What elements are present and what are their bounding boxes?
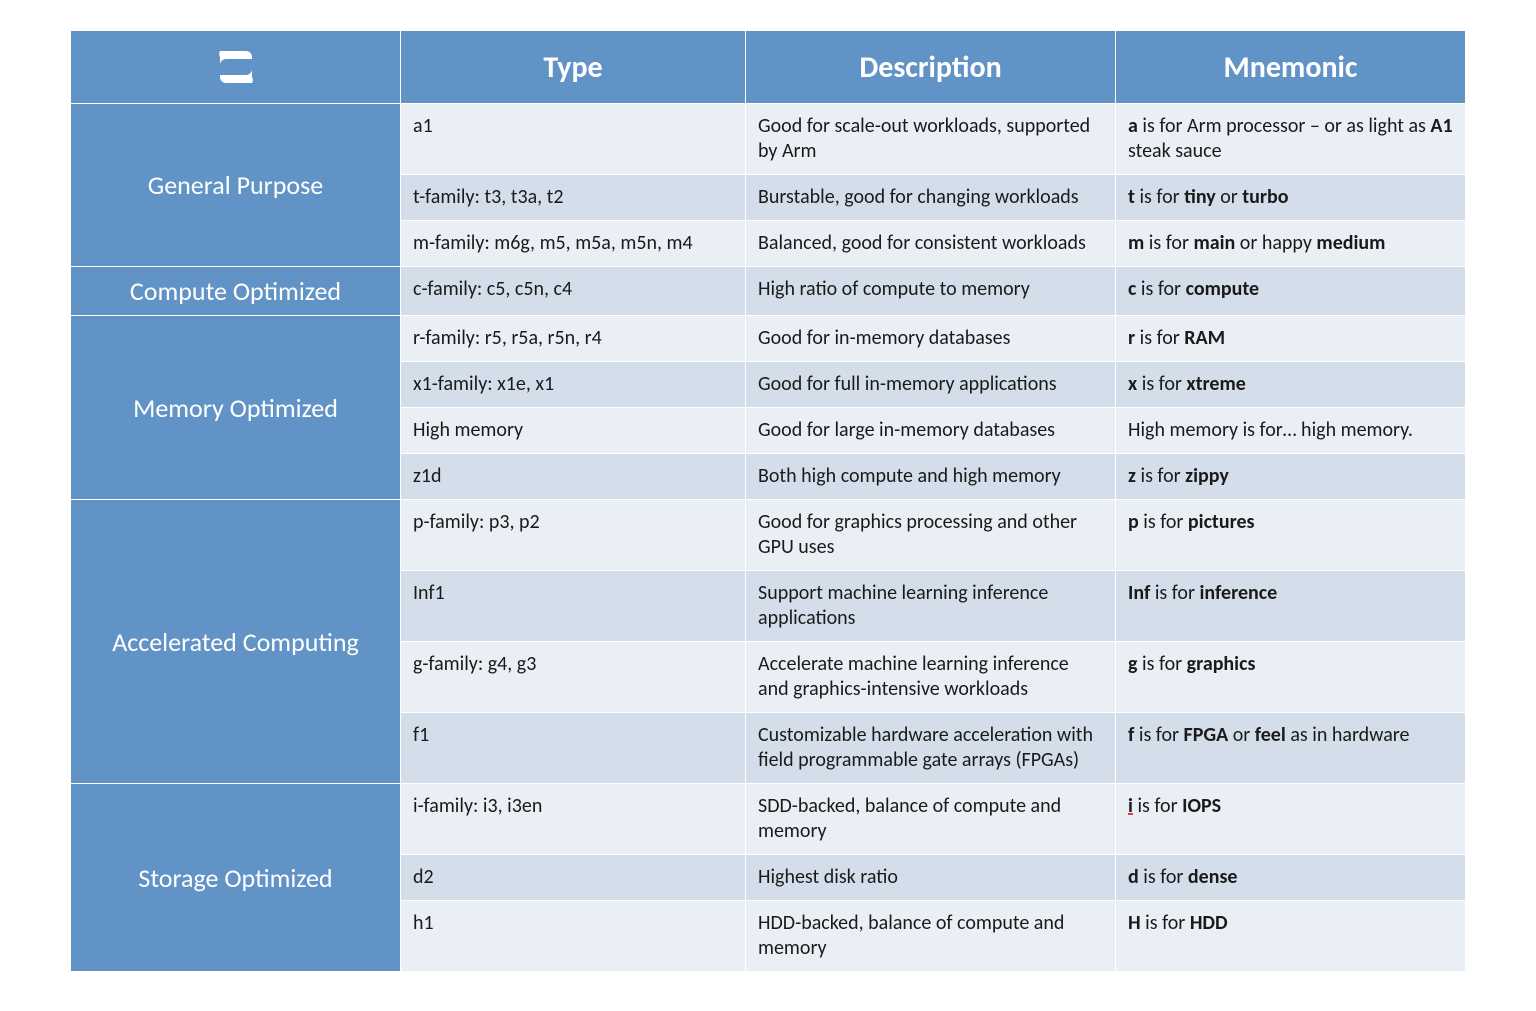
table-row: Compute Optimizedc-family: c5, c5n, c4Hi… (71, 267, 1466, 316)
type-cell: p-family: p3, p2 (401, 500, 746, 571)
mnemonic-cell: i is for IOPS (1116, 784, 1466, 855)
table-header-row: Type Description Mnemonic (71, 31, 1466, 104)
description-cell: Good for large in-memory databases (746, 408, 1116, 454)
type-cell: g-family: g4, g3 (401, 642, 746, 713)
description-cell: Good for scale-out workloads, supported … (746, 104, 1116, 175)
category-cell: Storage Optimized (71, 784, 401, 972)
description-cell: Both high compute and high memory (746, 454, 1116, 500)
category-cell: General Purpose (71, 104, 401, 267)
mnemonic-cell: c is for compute (1116, 267, 1466, 316)
description-cell: Accelerate machine learning inference an… (746, 642, 1116, 713)
mnemonic-cell: High memory is for… high memory. (1116, 408, 1466, 454)
description-cell: Customizable hardware acceleration with … (746, 713, 1116, 784)
type-cell: r-family: r5, r5a, r5n, r4 (401, 316, 746, 362)
col-header-description: Description (746, 31, 1116, 104)
type-cell: Inf1 (401, 571, 746, 642)
mnemonic-cell: Inf is for inference (1116, 571, 1466, 642)
logo-cell (71, 31, 401, 104)
mnemonic-cell: x is for xtreme (1116, 362, 1466, 408)
type-cell: x1-family: x1e, x1 (401, 362, 746, 408)
brand-logo-icon (206, 45, 266, 89)
mnemonic-cell: H is for HDD (1116, 901, 1466, 972)
mnemonic-cell: f is for FPGA or feel as in hardware (1116, 713, 1466, 784)
description-cell: Good for full in-memory applications (746, 362, 1116, 408)
type-cell: f1 (401, 713, 746, 784)
description-cell: HDD-backed, balance of compute and memor… (746, 901, 1116, 972)
col-header-type: Type (401, 31, 746, 104)
mnemonic-cell: p is for pictures (1116, 500, 1466, 571)
mnemonic-cell: d is for dense (1116, 855, 1466, 901)
type-cell: t-family: t3, t3a, t2 (401, 175, 746, 221)
category-cell: Accelerated Computing (71, 500, 401, 784)
description-cell: Balanced, good for consistent workloads (746, 221, 1116, 267)
type-cell: m-family: m6g, m5, m5a, m5n, m4 (401, 221, 746, 267)
mnemonic-cell: z is for zippy (1116, 454, 1466, 500)
mnemonic-cell: m is for main or happy medium (1116, 221, 1466, 267)
description-cell: Burstable, good for changing workloads (746, 175, 1116, 221)
mnemonic-cell: a is for Arm processor – or as light as … (1116, 104, 1466, 175)
description-cell: Highest disk ratio (746, 855, 1116, 901)
type-cell: h1 (401, 901, 746, 972)
description-cell: Good for graphics processing and other G… (746, 500, 1116, 571)
description-cell: Good for in-memory databases (746, 316, 1116, 362)
table-row: Accelerated Computingp-family: p3, p2Goo… (71, 500, 1466, 571)
type-cell: High memory (401, 408, 746, 454)
mnemonic-cell: g is for graphics (1116, 642, 1466, 713)
description-cell: Support machine learning inference appli… (746, 571, 1116, 642)
type-cell: a1 (401, 104, 746, 175)
table-row: Memory Optimizedr-family: r5, r5a, r5n, … (71, 316, 1466, 362)
category-cell: Memory Optimized (71, 316, 401, 500)
category-cell: Compute Optimized (71, 267, 401, 316)
description-cell: High ratio of compute to memory (746, 267, 1116, 316)
type-cell: c-family: c5, c5n, c4 (401, 267, 746, 316)
description-cell: SDD-backed, balance of compute and memor… (746, 784, 1116, 855)
instance-types-table: Type Description Mnemonic General Purpos… (70, 30, 1466, 972)
type-cell: d2 (401, 855, 746, 901)
table-row: Storage Optimizedi-family: i3, i3enSDD-b… (71, 784, 1466, 855)
mnemonic-cell: t is for tiny or turbo (1116, 175, 1466, 221)
type-cell: i-family: i3, i3en (401, 784, 746, 855)
mnemonic-cell: r is for RAM (1116, 316, 1466, 362)
type-cell: z1d (401, 454, 746, 500)
col-header-mnemonic: Mnemonic (1116, 31, 1466, 104)
table-row: General Purposea1Good for scale-out work… (71, 104, 1466, 175)
table-body: General Purposea1Good for scale-out work… (71, 104, 1466, 972)
